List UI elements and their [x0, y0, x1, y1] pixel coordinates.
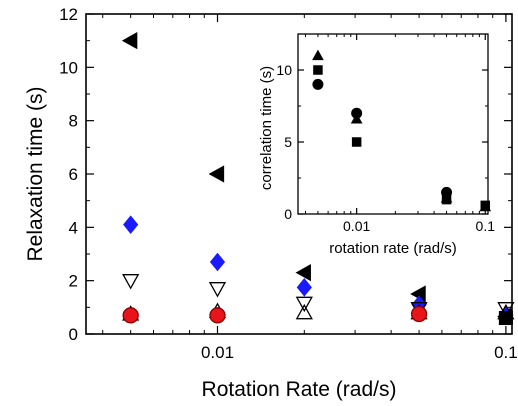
main-point-circle — [209, 307, 226, 324]
main-x-tick-label: 0.01 — [201, 343, 234, 362]
main-point-triangle-left — [208, 165, 225, 183]
main-y-axis-title: Relaxation time (s) — [24, 86, 47, 261]
inset-x-tick-label: 0.01 — [343, 218, 370, 234]
main-point-circle — [410, 305, 428, 323]
main-point-diamond — [296, 278, 312, 297]
main-y-tick-label: 0 — [69, 325, 78, 344]
main-x-tick-label: 0.1 — [494, 343, 518, 362]
main-y-tick-label: 4 — [69, 218, 78, 237]
main-y-tick-label: 10 — [59, 58, 78, 77]
inset-point-circle — [312, 78, 324, 90]
inset-y-axis-title: correlation time (s) — [258, 66, 275, 190]
main-y-tick-label: 2 — [69, 272, 78, 291]
inset-point-circle — [441, 186, 453, 198]
main-point-triangle-left — [295, 264, 311, 282]
inset-point-circle — [351, 107, 363, 119]
inset-point-square — [313, 65, 323, 75]
main-point-diamond — [123, 215, 139, 234]
main-point-triangle-down — [122, 274, 140, 290]
inset-y-tick-label: 10 — [276, 62, 292, 78]
inset-background — [298, 34, 488, 214]
inset-point-square — [480, 200, 491, 211]
main-point-diamond — [209, 252, 226, 272]
main-y-tick-label: 8 — [69, 112, 78, 131]
inset-y-tick-label: 5 — [284, 134, 292, 150]
inset-plot-frame — [297, 33, 489, 215]
main-point-triangle-down — [295, 296, 313, 313]
main-point-triangle-down — [208, 282, 227, 298]
main-point-circle — [122, 307, 139, 324]
main-point-triangle-down — [497, 302, 515, 318]
main-y-tick-label: 12 — [59, 5, 78, 24]
inset-point-triangle-up — [312, 49, 324, 61]
inset-x-tick-label: 0.1 — [476, 218, 496, 234]
inset-y-tick-label: 0 — [284, 206, 292, 222]
main-point-triangle-up — [295, 303, 313, 320]
main-x-axis-title: Rotation Rate (rad/s) — [202, 378, 397, 401]
main-y-tick-label: 6 — [69, 165, 78, 184]
main-point-square — [498, 310, 513, 326]
inset-point-square — [351, 137, 362, 147]
main-point-triangle-left — [121, 32, 138, 50]
inset-x-axis-title: rotation rate (rad/s) — [329, 240, 457, 257]
